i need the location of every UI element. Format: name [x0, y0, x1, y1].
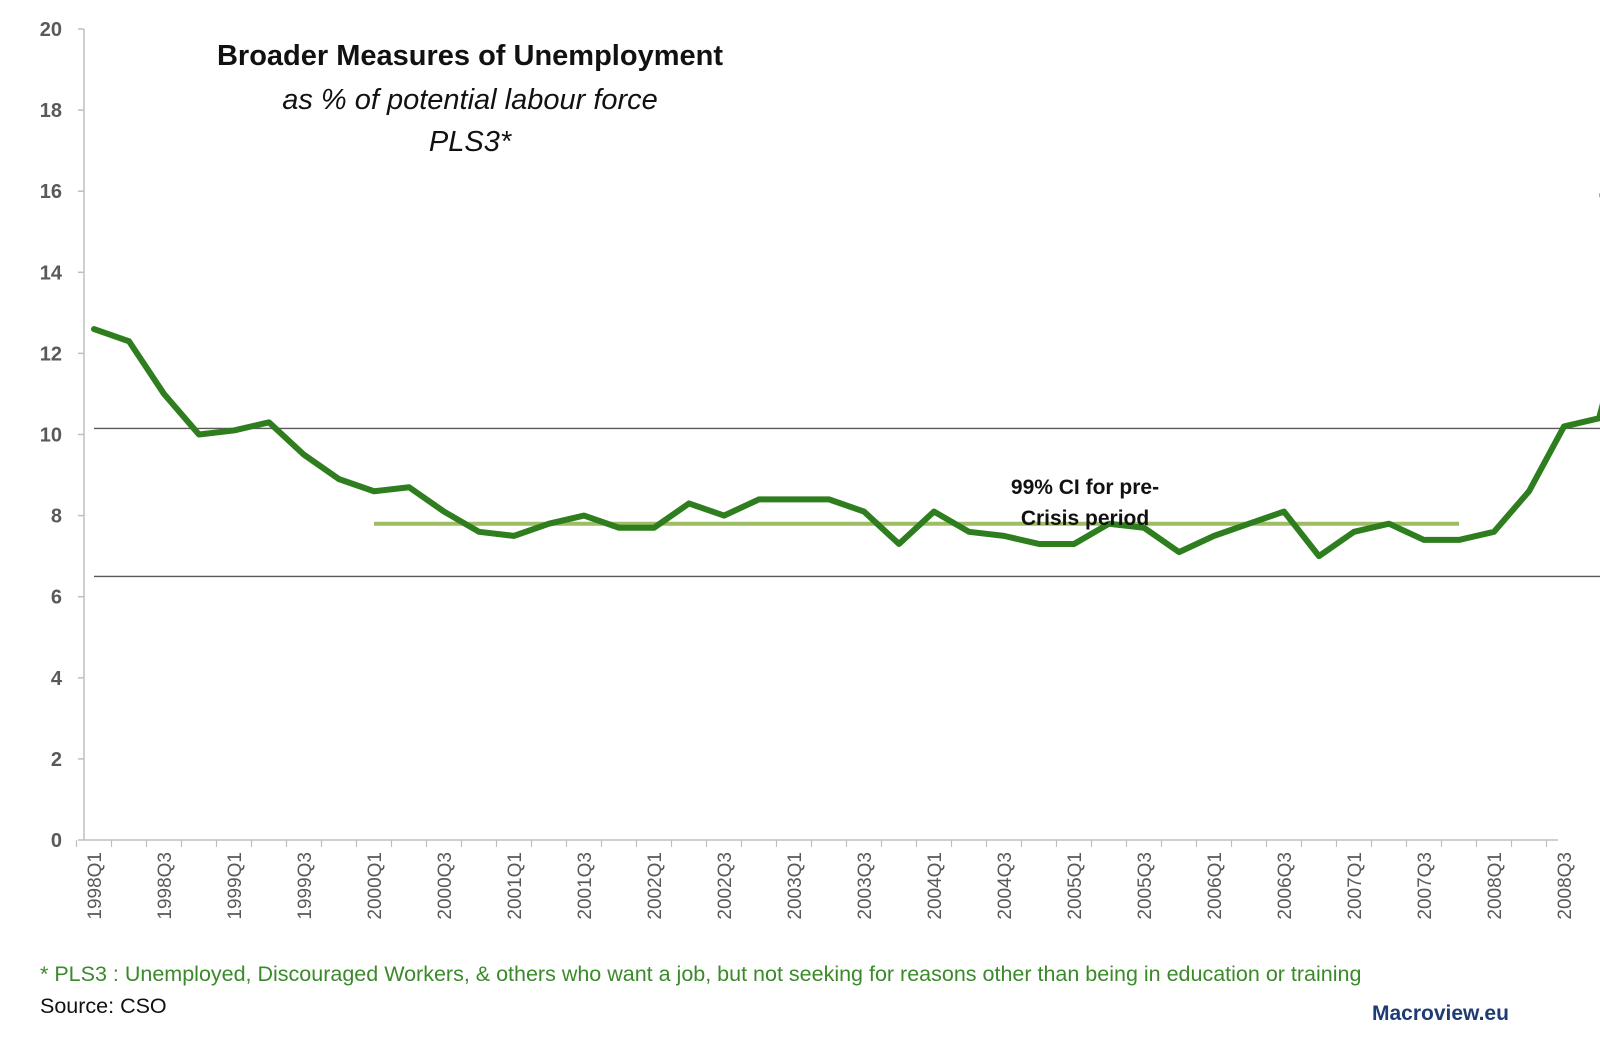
x-tick-label: 2000Q3 — [435, 852, 456, 920]
y-tick-label: 12 — [40, 343, 62, 365]
chart-subtitle-measure: PLS3* — [428, 126, 512, 158]
x-tick-label: 1998Q3 — [155, 852, 176, 920]
x-tick-label: 2008Q3 — [1555, 852, 1576, 920]
y-tick-label: 18 — [40, 100, 62, 122]
x-tick-label: 1998Q1 — [85, 852, 106, 920]
ci-annotation-line1: 99% CI for pre- — [1010, 476, 1160, 499]
chart-subtitle: as % of potential labour force — [282, 84, 658, 116]
y-tick-label: 16 — [40, 181, 62, 203]
x-tick-label: 1999Q3 — [295, 852, 316, 920]
series-line — [91, 326, 1600, 560]
x-tick-label: 2002Q1 — [645, 852, 666, 920]
x-tick-label: 2003Q1 — [785, 852, 806, 920]
footnote: * PLS3 : Unemployed, Discouraged Workers… — [40, 962, 1362, 986]
y-tick-label: 8 — [51, 506, 62, 528]
x-tick-label: 2002Q3 — [715, 852, 736, 920]
x-tick-label: 2005Q3 — [1135, 852, 1156, 920]
y-tick-label: 4 — [51, 668, 63, 690]
x-tick-label: 2006Q3 — [1275, 852, 1296, 920]
ci-annotation: 99% CI for pre- Crisis period — [990, 472, 1180, 534]
x-tick-label: 2000Q1 — [365, 852, 386, 920]
x-tick-label: 1999Q1 — [225, 852, 246, 920]
brand-link[interactable]: Macroview.eu — [1372, 1002, 1509, 1025]
x-tick-label: 2005Q1 — [1065, 852, 1086, 920]
y-tick-label: 0 — [51, 830, 62, 852]
x-tick-label: 2007Q1 — [1345, 852, 1366, 920]
y-tick-label: 14 — [40, 262, 63, 284]
x-tick-label: 2004Q1 — [925, 852, 946, 920]
y-tick-label: 2 — [51, 749, 62, 771]
x-tick-label: 2007Q3 — [1415, 852, 1436, 920]
x-tick-label: 2003Q3 — [855, 852, 876, 920]
x-tick-label: 2001Q3 — [575, 852, 596, 920]
x-tick-label: 2001Q1 — [505, 852, 526, 920]
y-tick-label: 10 — [40, 425, 62, 447]
y-tick-label: 6 — [51, 587, 62, 609]
y-tick-label: 20 — [40, 19, 62, 41]
x-tick-label: 2008Q1 — [1485, 852, 1506, 920]
ci-annotation-line2: Crisis period — [1020, 507, 1150, 530]
x-tick-label: 2006Q1 — [1205, 852, 1226, 920]
chart-title: Broader Measures of Unemployment — [216, 40, 723, 72]
x-tick-label: 2004Q3 — [995, 852, 1016, 920]
source-note: Source: CSO — [40, 994, 167, 1018]
